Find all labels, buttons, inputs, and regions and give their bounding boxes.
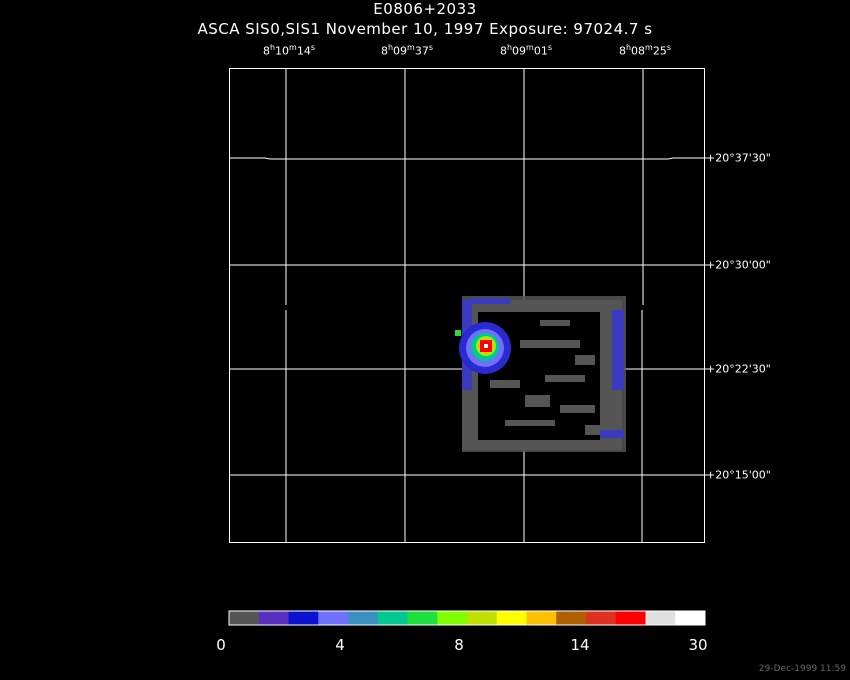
colorbar-tick-0: 0 (216, 636, 226, 654)
colorbar-segment (318, 611, 349, 625)
colorbar-segment (645, 611, 676, 625)
ra-label-3: 8h09m01s (499, 43, 553, 58)
ra-label-1: 8h10m14s (262, 43, 316, 58)
colorbar-segment (348, 611, 379, 625)
colorbar-segment (615, 611, 646, 625)
colorbar-segment (437, 611, 468, 625)
colorbar-segment (496, 611, 527, 625)
image-subtitle: ASCA SIS0,SIS1 November 10, 1997 Exposur… (197, 20, 653, 38)
colorbar-tick-4: 4 (335, 636, 345, 654)
colorbar-segment (556, 611, 587, 625)
colorbar-segment (586, 611, 617, 625)
colorbar-segment (526, 611, 557, 625)
dec-label-1: +20°37'30" (706, 151, 771, 165)
colorbar-tick-14: 14 (570, 636, 590, 654)
colorbar-segment (407, 611, 438, 625)
colorbar-segment (258, 611, 289, 625)
colorbar-segment (229, 611, 260, 625)
colorbar-segment (675, 611, 706, 625)
x-ray-source (455, 322, 511, 374)
colorbar-segment (288, 611, 319, 625)
colorbar-segment (467, 611, 498, 625)
colorbar-tick-8: 8 (454, 636, 464, 654)
image-frame (229, 68, 705, 543)
datestamp: 29-Dec-1999 11:59 (758, 664, 846, 674)
image-title: E0806+2033 (373, 0, 477, 18)
ra-label-4: 8h08m25s (618, 43, 672, 58)
ra-label-2: 8h09m37s (380, 43, 434, 58)
dec-label-2: +20°30'00" (706, 258, 771, 272)
colorbar-segment (377, 611, 408, 625)
dec-label-4: +20°15'00" (706, 468, 771, 482)
colorbar (229, 611, 706, 625)
colorbar-tick-30: 30 (688, 636, 708, 654)
detector-field (462, 296, 626, 452)
dec-label-3: +20°22'30" (706, 362, 771, 376)
